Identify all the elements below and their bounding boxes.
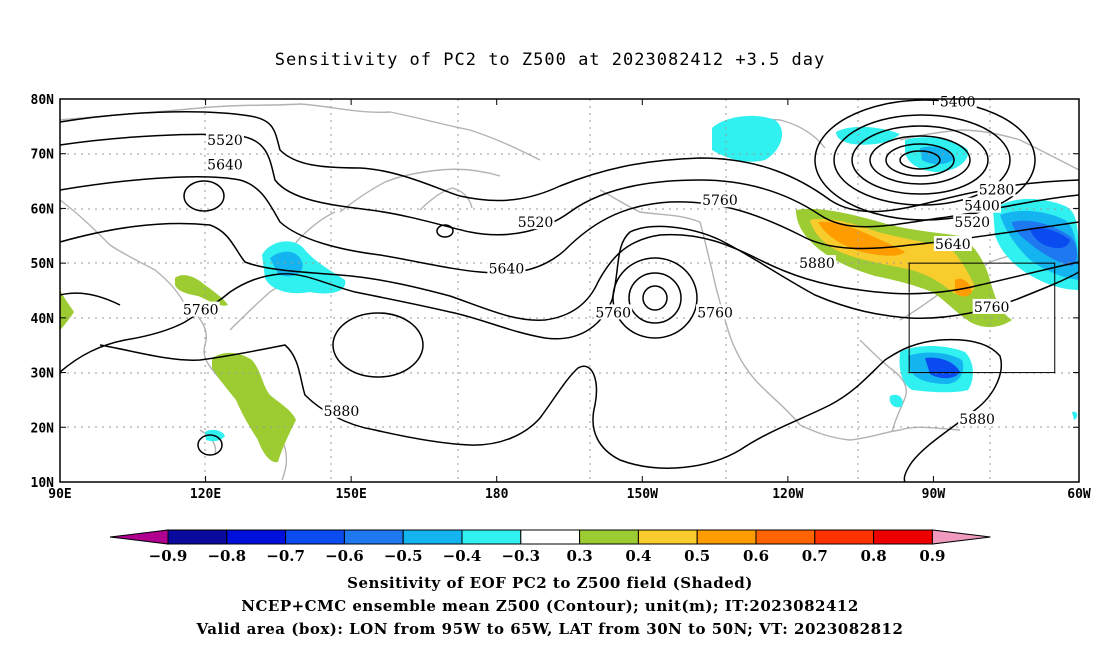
colorbar-end-high [931, 529, 991, 545]
lon-tick-label: 150E [335, 487, 366, 502]
colorbar-swatch [167, 529, 228, 545]
contour-label: 5640 [489, 262, 525, 278]
contour-label-bg [977, 181, 1016, 197]
caption-shading: Sensitivity of EOF PC2 to Z500 field (Sh… [347, 574, 753, 592]
colorbar-label: −0.9 [149, 547, 188, 565]
lat-tick-label: 70N [31, 148, 55, 163]
contour-label: 5280 [979, 182, 1015, 198]
contour-label: 5760 [702, 193, 738, 209]
lat-tick-label: 20N [31, 421, 55, 436]
colorbar-label: −0.7 [266, 547, 305, 565]
lon-tick-label: 120E [190, 487, 221, 502]
contour-label-bg [953, 214, 992, 230]
lat-tick-label: 60N [31, 202, 55, 217]
colorbar-swatch [814, 529, 875, 545]
colorbar-label: −0.3 [501, 547, 540, 565]
contour-label: 5520 [518, 215, 554, 231]
contour-label: 5400 [964, 199, 1000, 215]
lat-tick-label: 80N [31, 93, 55, 108]
contour-label: 5640 [935, 237, 971, 253]
colorbar-end-low [109, 529, 169, 545]
contour-label: 5520 [954, 215, 990, 231]
colorbar-swatch [402, 529, 463, 545]
lat-lon-grid [60, 99, 1079, 482]
contour-label: 5880 [324, 404, 360, 420]
lat-tick-label: 10N [31, 476, 55, 491]
colorbar-swatch [579, 529, 639, 545]
contour-label-bg [205, 156, 244, 172]
contour-label-bg [797, 255, 836, 271]
colorbar-label: 0.3 [567, 547, 593, 565]
contour-label-bg [487, 260, 526, 276]
colorbar-label: −0.8 [207, 547, 246, 565]
colorbar-label: 0.9 [919, 547, 945, 565]
lat-tick-label: 50N [31, 257, 55, 272]
contour-label: 5400 [940, 95, 976, 111]
contour-label-bg [933, 235, 972, 251]
lon-tick-label: 150W [627, 487, 658, 502]
contour-label-bg [516, 214, 555, 230]
longitude-axis: 90E 120E 150E 180 150W 120W 90W 60W [48, 99, 1091, 502]
contour-label: 5760 [974, 300, 1010, 316]
colorbar-label: −0.6 [325, 547, 364, 565]
lat-tick-label: 40N [31, 312, 55, 327]
colorbar-label: 0.7 [802, 547, 828, 565]
contour-label: 5760 [595, 305, 631, 321]
colorbar-label: 0.5 [684, 547, 710, 565]
contour-label-bg [205, 132, 244, 148]
contour-label-bg [700, 192, 739, 208]
valid-area-box [908, 262, 1056, 374]
lon-tick-label: 60W [1067, 487, 1091, 502]
caption-valid-area: Valid area (box): LON from 95W to 65W, L… [196, 620, 904, 638]
contour-label: 5880 [799, 256, 835, 272]
lon-tick-label: 90E [48, 487, 71, 502]
lon-tick-label: 120W [772, 487, 803, 502]
colorbar-swatch [637, 529, 698, 545]
colorbar-swatch [873, 529, 933, 545]
contour-label-bg [696, 304, 735, 320]
contour-label-bg [322, 402, 361, 418]
contour-label: 5760 [697, 305, 733, 321]
lon-tick-label: 90W [922, 487, 946, 502]
colorbar-swatch [285, 529, 345, 545]
colorbar-swatch [461, 529, 522, 545]
contour-label-bg [181, 301, 220, 317]
colorbar-swatch [755, 529, 816, 545]
contour-label: 5520 [207, 133, 243, 149]
colorbar-label: −0.4 [443, 547, 482, 565]
colorbar: −0.9 −0.8 −0.7 −0.6 −0.5 −0.4 −0.3 0.3 0.4 0.5 0.6… [109, 529, 991, 565]
caption-contour: NCEP+CMC ensemble mean Z500 (Contour); u… [241, 597, 859, 615]
lat-tick-label: 30N [31, 367, 55, 382]
colorbar-label: 0.4 [625, 547, 651, 565]
contour-label: 5880 [959, 412, 995, 428]
contour-label-bg [594, 304, 633, 320]
colorbar-label: 0.6 [743, 547, 769, 565]
contour-label-bg [958, 411, 997, 427]
contour-label: 5760 [183, 303, 219, 319]
latitude-axis: 80N 70N 60N 50N 40N 30N 20N 10N [31, 93, 1079, 491]
contour-label-bg [972, 298, 1011, 314]
colorbar-swatch [343, 529, 404, 545]
map-title: Sensitivity of PC2 to Z500 at 2023082412… [274, 50, 826, 70]
colorbar-swatch [226, 529, 287, 545]
contour-label-bg [962, 197, 1001, 213]
plot-frame [59, 98, 1080, 483]
colorbar-swatch [696, 529, 757, 545]
colorbar-swatch [520, 529, 581, 545]
coastlines [59, 103, 1080, 481]
contour-labels: 5520 5640 5520 5640 5760 5760 5760 5760 5880 5880… [181, 93, 1016, 428]
colorbar-label: 0.8 [861, 547, 887, 565]
colorbar-label: −0.5 [384, 547, 423, 565]
contour-label-bg [938, 93, 977, 109]
contour-label: 5640 [207, 158, 243, 174]
lon-tick-label: 180 [485, 487, 509, 502]
